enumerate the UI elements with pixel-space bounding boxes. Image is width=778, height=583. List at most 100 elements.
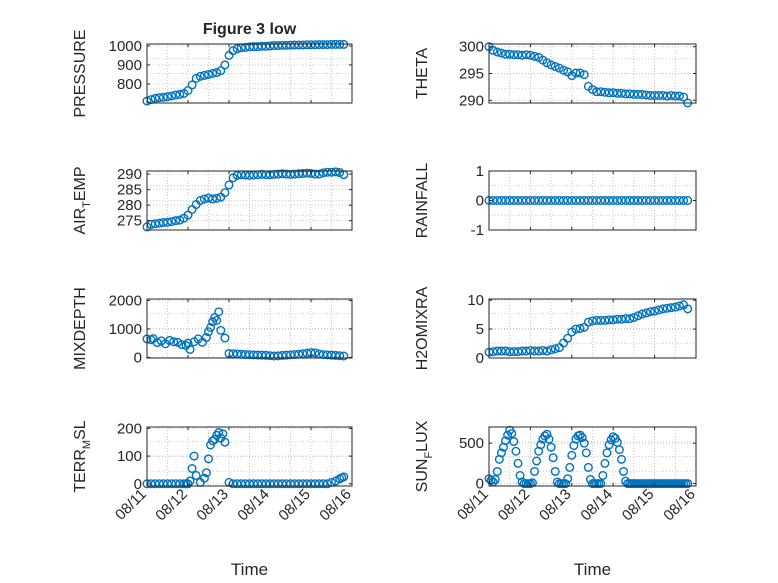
- h2omixra-data-point: [517, 346, 527, 356]
- air_temp-ytick-label: 290: [117, 166, 142, 183]
- mixdepth-ytick-label: 2000: [109, 292, 142, 309]
- sun_flux-data-point: [596, 479, 606, 489]
- sun_flux-xtick-label: 08/16: [660, 486, 699, 525]
- sun_flux-data-point: [490, 475, 500, 485]
- theta-data-point: [521, 50, 531, 60]
- pressure-data-point: [175, 89, 185, 99]
- pressure-data-point: [212, 68, 222, 78]
- pressure-ytick-label: 900: [117, 57, 142, 74]
- subplot-sun_flux: 0 500 08/11 08/12 08/13 08/14 08/15 08/16 SUNFLU…: [414, 420, 699, 579]
- mixdepth-data-point: [183, 338, 193, 348]
- terr_msl-data-point: [318, 479, 328, 489]
- air_temp-data-point: [150, 219, 160, 229]
- sun_flux-data-point: [503, 430, 513, 440]
- mixdepth-data-point: [203, 327, 213, 337]
- mixdepth-data-point: [201, 332, 211, 342]
- pressure-data-point: [203, 69, 213, 79]
- h2omixra-data-point: [637, 309, 647, 319]
- theta-data-point: [509, 50, 519, 60]
- h2omixra-data-point: [621, 314, 631, 324]
- terr_msl-data-point: [218, 429, 228, 439]
- h2omixra-data-point: [612, 314, 622, 324]
- air_temp-data-point: [224, 180, 234, 190]
- sun_flux-ytick-label: 0: [476, 476, 484, 493]
- mixdepth-data-point: [212, 315, 222, 325]
- h2omixra-data-point: [625, 314, 635, 324]
- figure-title: Figure 3 low: [203, 21, 297, 38]
- h2omixra-data-point: [654, 305, 664, 315]
- terr_msl-ytick-label: 100: [117, 448, 142, 465]
- h2omixra-data-point: [596, 315, 606, 325]
- mixdepth-ytick-label: 1000: [109, 321, 142, 338]
- sun_flux-axes-box: [488, 426, 697, 487]
- mixdepth-ytick-label: 0: [134, 349, 142, 366]
- theta-data-point: [592, 87, 602, 97]
- sun_flux-data-point: [511, 446, 521, 456]
- terr_msl-xlabel: Time: [231, 560, 268, 579]
- h2omixra-data-point: [513, 347, 523, 357]
- theta-data-point: [571, 68, 581, 78]
- pressure-data-point: [162, 92, 172, 102]
- pressure-data-point: [232, 44, 242, 54]
- theta-data-point: [579, 70, 589, 80]
- sun_flux-data-point: [616, 454, 626, 464]
- rainfall-grid: [489, 170, 696, 231]
- theta-data-point: [641, 90, 651, 100]
- mixdepth-grid: [147, 299, 352, 358]
- theta-data-point: [637, 89, 647, 99]
- pressure-data-point: [187, 80, 197, 90]
- air_temp-data-point: [220, 188, 230, 198]
- theta-data-point: [501, 49, 511, 59]
- sun_flux-ytick-label: 500: [459, 435, 484, 452]
- theta-data-point: [530, 51, 540, 61]
- h2omixra-data-point: [550, 344, 560, 354]
- mixdepth-data-point: [152, 338, 162, 348]
- h2omixra-data-point: [600, 315, 610, 325]
- h2omixra-data-point: [542, 346, 552, 356]
- h2omixra-data-point: [563, 333, 573, 343]
- h2omixra-ytick-label: 10: [467, 292, 484, 309]
- subplot-h2omixra: 0 5 10 H2OMIXRA: [414, 286, 697, 370]
- theta-data-point: [546, 60, 556, 70]
- sun_flux-data-point: [550, 466, 560, 476]
- sun_flux-data-point: [542, 429, 552, 439]
- mixdepth-data-point: [339, 351, 349, 361]
- h2omixra-data-point: [525, 345, 535, 355]
- sun_flux-data-point: [509, 437, 519, 447]
- h2omixra-data-point: [496, 346, 506, 356]
- terr_msl-data-point: [322, 479, 332, 489]
- sun_flux-xtick-label: 08/12: [495, 486, 534, 525]
- h2omixra-data-point: [670, 302, 680, 312]
- theta-data-point: [616, 88, 626, 98]
- air_temp-data-point: [314, 169, 324, 179]
- rainfall-ytick-label: 1: [476, 163, 484, 180]
- air_temp-ytick-label: 275: [117, 213, 142, 230]
- air_temp-ylabel: AIRTEMP: [72, 166, 93, 234]
- mixdepth-ylabel: MIXDEPTH: [72, 287, 89, 370]
- mixdepth-data-point: [310, 348, 320, 358]
- sun_flux-data-point: [579, 438, 589, 448]
- sun_flux-ylabel: SUNFLUX: [414, 420, 435, 492]
- h2omixra-data-point: [645, 307, 655, 317]
- theta-data-point: [625, 89, 635, 99]
- mixdepth-data-point: [177, 340, 187, 350]
- h2omixra-data-point: [530, 346, 540, 356]
- pressure-data-point: [208, 68, 218, 78]
- theta-data-point: [525, 50, 535, 60]
- theta-data-point: [679, 92, 689, 102]
- h2omixra-data-point: [575, 324, 585, 334]
- h2omixra-data-point: [608, 315, 618, 325]
- terr_msl-xtick-label: 08/15: [275, 486, 314, 525]
- sun_flux-data-point: [604, 440, 614, 450]
- sun_flux-xlabel: Time: [574, 560, 611, 579]
- air_temp-data-point: [212, 193, 222, 203]
- h2omixra-data-point: [641, 308, 651, 318]
- sun_flux-xtick-label: 08/15: [619, 486, 658, 525]
- sun_flux-data-point: [565, 462, 575, 472]
- sun_flux-data-point: [567, 450, 577, 460]
- terr_msl-data-point: [189, 451, 199, 461]
- terr_msl-data-point: [220, 437, 230, 447]
- pressure-data-point: [195, 71, 205, 81]
- h2omixra-data-point: [629, 313, 639, 323]
